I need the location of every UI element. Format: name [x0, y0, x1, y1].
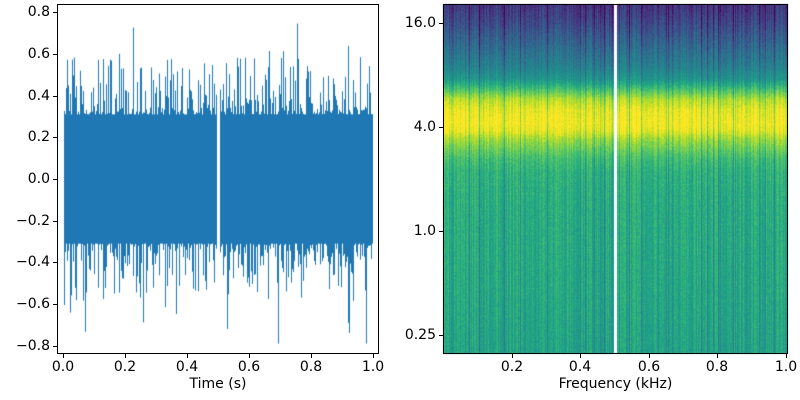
x-tick-label: 0.2	[113, 359, 137, 375]
x-tick-label: 0.4	[568, 359, 592, 375]
y-tick-label: 0.6	[27, 46, 50, 62]
x-tick-mark	[786, 354, 787, 358]
x-tick-mark	[311, 354, 312, 358]
x-tick-label: 0.8	[299, 359, 323, 375]
spectrogram-xaxis-label: Frequency (kHz)	[558, 376, 673, 392]
x-tick-label: 0.2	[500, 359, 524, 375]
x-tick-mark	[187, 354, 188, 358]
y-tick-mark	[53, 12, 57, 13]
x-tick-label: 0.6	[637, 359, 661, 375]
y-tick-mark	[53, 54, 57, 55]
x-tick-mark	[512, 354, 513, 358]
x-tick-mark	[649, 354, 650, 358]
x-tick-mark	[717, 354, 718, 358]
y-tick-mark	[53, 137, 57, 138]
y-tick-mark	[53, 304, 57, 305]
x-tick-label: 0.0	[51, 359, 75, 375]
x-tick-label: 0.8	[705, 359, 729, 375]
y-tick-label: −0.2	[16, 213, 50, 229]
x-tick-mark	[249, 354, 250, 358]
x-tick-mark	[580, 354, 581, 358]
y-tick-label: −0.4	[16, 254, 50, 270]
y-tick-label: −0.8	[16, 338, 50, 354]
y-tick-mark	[439, 231, 443, 232]
x-tick-label: 0.4	[175, 359, 199, 375]
y-tick-label: 0.4	[27, 88, 50, 104]
x-tick-label: 1.0	[361, 359, 385, 375]
y-tick-label: 16.0	[404, 15, 436, 31]
x-tick-label: 1.0	[774, 359, 798, 375]
x-tick-mark	[125, 354, 126, 358]
y-tick-label: 0.8	[27, 4, 50, 20]
y-tick-label: −0.6	[16, 296, 50, 312]
x-tick-mark	[373, 354, 374, 358]
y-tick-label: 0.25	[404, 327, 436, 343]
y-tick-mark	[53, 221, 57, 222]
y-tick-label: 4.0	[413, 119, 436, 135]
y-tick-label: 0.2	[27, 129, 50, 145]
y-tick-mark	[53, 262, 57, 263]
y-tick-mark	[439, 335, 443, 336]
y-tick-mark	[439, 23, 443, 24]
y-tick-mark	[439, 127, 443, 128]
y-tick-mark	[53, 346, 57, 347]
y-tick-label: 1.0	[413, 223, 436, 239]
waveform-xaxis-label: Time (s)	[189, 376, 247, 392]
y-tick-label: 0.0	[27, 171, 50, 187]
y-tick-mark	[53, 179, 57, 180]
x-tick-mark	[63, 354, 64, 358]
y-tick-mark	[53, 96, 57, 97]
x-tick-label: 0.6	[237, 359, 261, 375]
